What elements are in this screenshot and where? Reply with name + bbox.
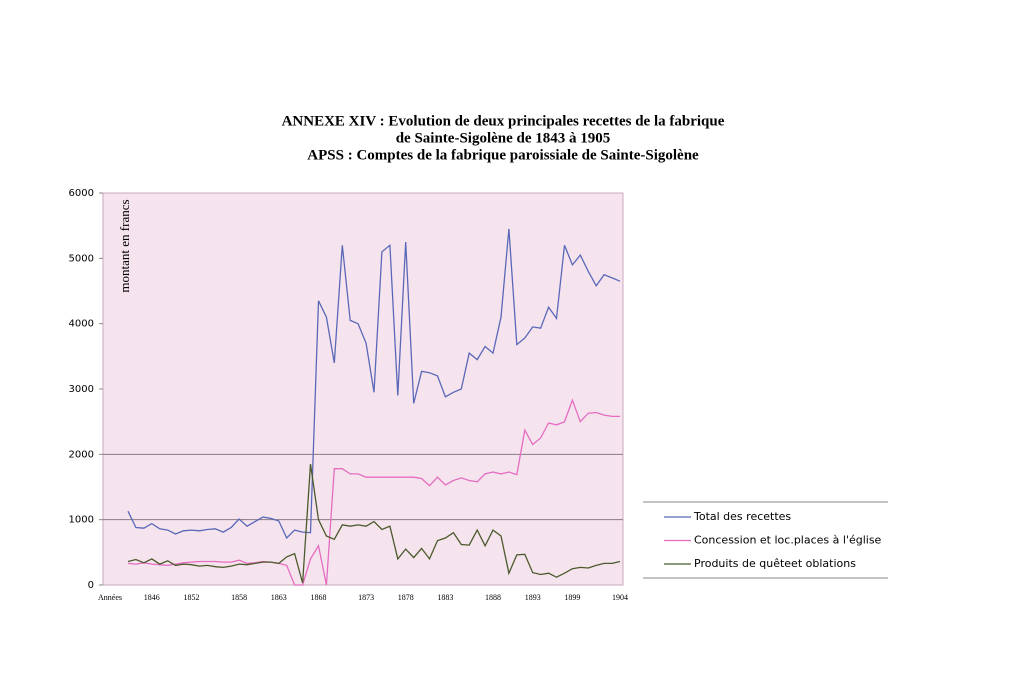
y-axis-label: montant en francs [117,199,132,292]
line [127,228,621,540]
legend-label: Total des recettes [693,510,791,523]
legend-label: Concession et loc.places à l'église [694,534,882,547]
x-tick-label: 1858 [231,593,247,602]
x-tick-label: 1873 [358,593,374,602]
y-tick-label: 4000 [69,319,94,330]
x-tick-label: 1899 [564,593,580,602]
y-tick-label: 1000 [69,515,94,526]
x-tick-label: 1888 [485,593,501,602]
y-tick-label: 6000 [69,188,94,199]
title: APSS : Comptes de la fabrique paroissial… [307,147,699,163]
y-tick-label: 5000 [69,253,94,264]
title: de Sainte-Sigolène de 1843 à 1905 [396,130,611,146]
title: ANNEXE XIV : Evolution de deux principal… [282,113,725,129]
x-tick-label: 1883 [437,593,453,602]
x-tick-label: 1878 [398,593,414,602]
line [127,464,621,584]
x-tick-label: 1852 [183,593,199,602]
y-tick-label: 0 [88,580,94,591]
x-tick-label: 1868 [310,593,326,602]
y-tick-label: 2000 [69,449,94,460]
x-tick-label: 1893 [525,593,541,602]
x-axis-label: Années [98,593,122,602]
legend-label: Produits de quêteet oblations [694,557,856,570]
line [127,398,620,586]
x-tick-label: 1904 [612,593,628,602]
x-tick-label: 1863 [271,593,287,602]
y-tick-label: 3000 [69,384,94,395]
x-tick-label: 1846 [144,593,160,602]
